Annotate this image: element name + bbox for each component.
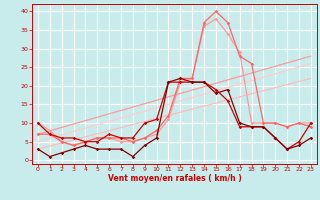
X-axis label: Vent moyen/en rafales ( km/h ): Vent moyen/en rafales ( km/h ) (108, 174, 241, 183)
